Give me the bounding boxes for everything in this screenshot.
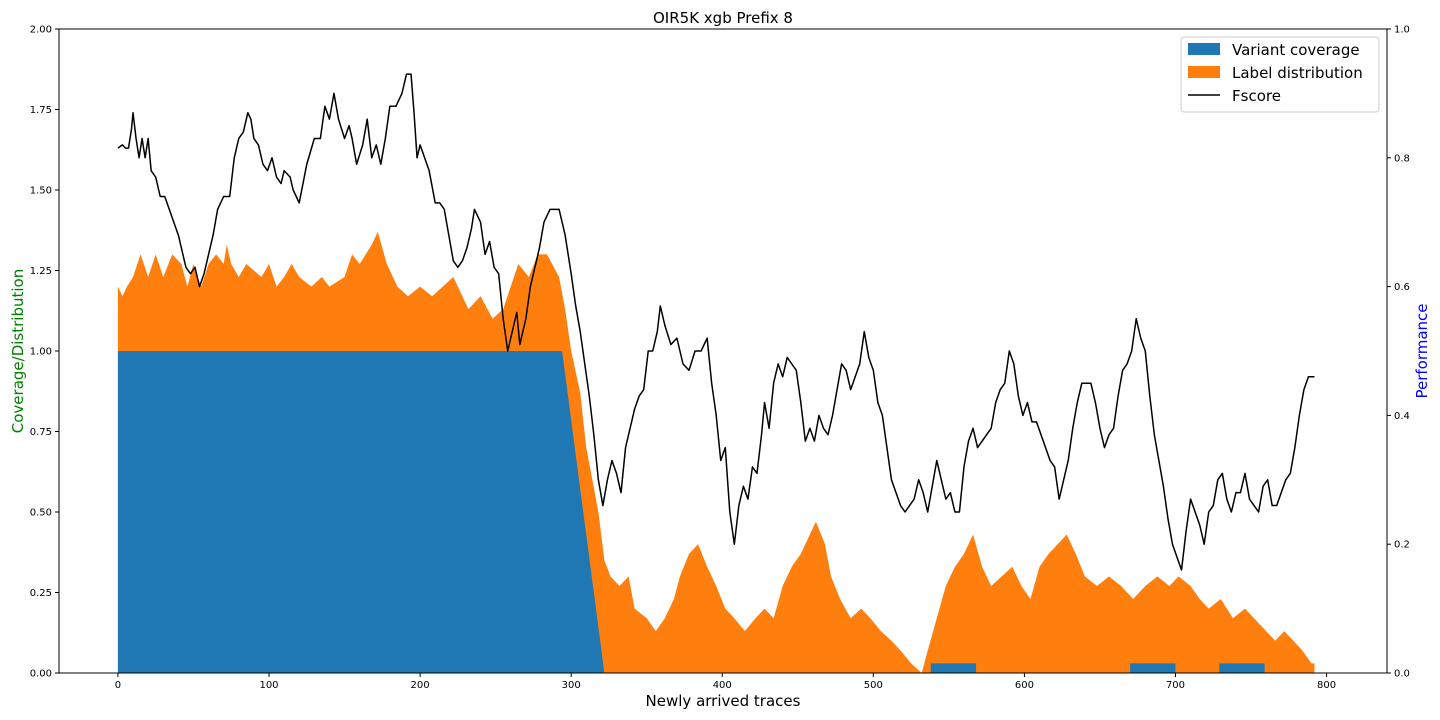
legend-swatch-variant-coverage xyxy=(1188,43,1220,55)
y-left-tick-label: 0.25 xyxy=(30,588,52,599)
y-right-tick-label: 1.0 xyxy=(1394,25,1410,36)
y-axis-left-label: Coverage/Distribution xyxy=(9,269,27,433)
x-axis-label: Newly arrived traces xyxy=(646,692,801,710)
legend-label-label-distribution: Label distribution xyxy=(1232,64,1363,82)
y-left-tick-label: 1.25 xyxy=(30,266,52,277)
y-left-tick-label: 1.00 xyxy=(30,347,52,358)
chart-title: OIR5K xgb Prefix 8 xyxy=(653,9,793,27)
x-tick-label: 400 xyxy=(713,680,732,691)
y-left-tick-label: 1.50 xyxy=(30,186,52,197)
legend-box xyxy=(1180,36,1380,113)
y-right-tick-label: 0.2 xyxy=(1394,540,1410,551)
x-tick-label: 300 xyxy=(562,680,581,691)
y-right-tick-label: 0.0 xyxy=(1394,669,1410,680)
y-right-tick-label: 0.4 xyxy=(1394,411,1410,422)
x-tick-label: 700 xyxy=(1166,680,1185,691)
x-tick-label: 100 xyxy=(259,680,278,691)
plot-area xyxy=(117,73,1315,674)
y-left-tick-label: 1.75 xyxy=(30,105,52,116)
x-tick-label: 600 xyxy=(1015,680,1034,691)
x-axis: 0 100 200 300 400 500 600 700 800 xyxy=(115,673,1336,691)
y-left-tick-label: 0.00 xyxy=(30,669,52,680)
y-left-tick-label: 0.50 xyxy=(30,508,52,519)
series-fscore-line xyxy=(117,73,1315,571)
y-left-tick-label: 2.00 xyxy=(30,25,52,36)
x-tick-label: 200 xyxy=(411,680,430,691)
x-tick-label: 0 xyxy=(115,680,121,691)
legend-label-variant-coverage: Variant coverage xyxy=(1232,41,1360,59)
y-axis-right-label: Performance xyxy=(1413,303,1431,398)
y-right-tick-label: 0.6 xyxy=(1394,282,1410,293)
legend: Variant coverage Label distribution Fsco… xyxy=(1180,36,1380,113)
y-axis-right: 0.0 0.2 0.4 0.6 0.8 1.0 xyxy=(1387,25,1410,680)
x-tick-label: 500 xyxy=(864,680,883,691)
y-axis-left: 0.00 0.25 0.50 0.75 1.00 1.25 1.50 1.75 2.00 xyxy=(30,25,59,680)
series-variant-coverage-area xyxy=(117,351,1315,673)
legend-swatch-label-distribution xyxy=(1188,66,1220,78)
y-right-tick-label: 0.8 xyxy=(1394,153,1410,164)
x-tick-label: 800 xyxy=(1317,680,1336,691)
y-left-tick-label: 0.75 xyxy=(30,427,52,438)
legend-label-fscore: Fscore xyxy=(1232,87,1281,105)
